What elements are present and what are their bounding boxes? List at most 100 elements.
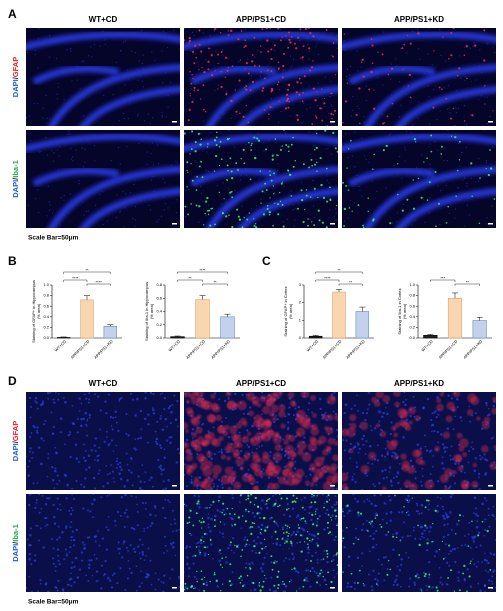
nucleus	[157, 578, 160, 581]
nucleus	[252, 563, 254, 565]
nucleus	[454, 462, 457, 465]
stain-signal	[227, 34, 230, 36]
nucleus	[184, 463, 186, 466]
stain-signal	[310, 494, 314, 496]
nucleus	[467, 68, 469, 70]
nucleus	[46, 497, 48, 500]
nucleus	[383, 579, 386, 582]
stain-signal	[409, 96, 412, 99]
nucleus	[445, 184, 447, 186]
nucleus	[184, 188, 185, 191]
nucleus	[52, 425, 55, 429]
nucleus	[309, 73, 311, 75]
stain-signal	[247, 431, 252, 436]
nucleus	[429, 123, 431, 125]
stain-signal	[249, 89, 252, 92]
nucleus	[248, 406, 252, 409]
nucleus	[396, 531, 399, 534]
nucleus	[386, 567, 389, 570]
nucleus	[55, 452, 58, 455]
nucleus	[475, 526, 479, 529]
nucleus	[368, 500, 371, 502]
nucleus	[88, 466, 91, 469]
nucleus	[382, 84, 384, 86]
nucleus	[84, 450, 87, 452]
nucleus	[273, 153, 275, 156]
stain-signal	[403, 43, 406, 46]
nucleus	[213, 483, 215, 485]
stain-signal	[325, 167, 328, 170]
stain-signal	[290, 195, 293, 197]
stain-signal	[186, 186, 188, 188]
nucleus	[191, 554, 195, 558]
stain-signal	[199, 143, 202, 146]
nucleus	[393, 139, 395, 141]
nucleus	[294, 219, 296, 221]
nucleus	[332, 558, 335, 561]
nucleus	[218, 495, 221, 498]
nucleus	[468, 138, 471, 140]
stain-signal	[209, 507, 211, 509]
nucleus	[475, 79, 477, 81]
nucleus	[332, 554, 335, 557]
stain-signal	[259, 395, 267, 403]
nucleus	[431, 64, 433, 66]
nucleus	[224, 512, 227, 515]
nucleus	[355, 465, 359, 469]
nucleus	[443, 523, 446, 526]
nucleus	[66, 552, 68, 555]
nucleus	[291, 99, 293, 101]
nucleus	[169, 82, 171, 84]
nucleus	[241, 218, 243, 220]
nucleus	[390, 133, 392, 135]
nucleus	[29, 405, 32, 408]
y-axis-label: (% area)	[288, 303, 293, 319]
stain-signal	[297, 524, 300, 526]
nucleus	[150, 583, 153, 586]
nucleus	[31, 40, 33, 42]
nucleus	[475, 546, 478, 549]
stain-signal	[198, 205, 201, 208]
nucleus	[296, 514, 300, 517]
error-bar	[336, 289, 342, 293]
stain-signal	[228, 137, 231, 140]
nucleus	[376, 109, 379, 111]
nucleus	[443, 160, 445, 162]
nucleus	[335, 500, 338, 504]
nucleus	[445, 543, 447, 546]
nucleus	[238, 35, 240, 37]
error-bar	[359, 306, 366, 312]
nucleus	[376, 579, 379, 582]
nucleus	[491, 575, 494, 578]
stain-signal	[216, 131, 218, 133]
nucleus	[106, 220, 108, 222]
stain-signal	[273, 193, 275, 195]
nucleus	[124, 40, 126, 42]
nucleus	[132, 32, 135, 34]
row-label-part: /	[11, 541, 20, 544]
nucleus	[349, 65, 352, 68]
stain-signal	[192, 479, 201, 488]
nucleus	[445, 561, 449, 564]
bar	[195, 299, 210, 339]
nucleus	[409, 459, 413, 463]
stain-signal	[244, 39, 247, 42]
stain-signal	[346, 167, 348, 169]
nucleus	[453, 548, 456, 551]
nucleus	[455, 112, 457, 114]
y-tick-label: 0	[299, 335, 302, 340]
stain-signal	[426, 199, 429, 201]
nucleus	[258, 178, 260, 180]
nucleus	[451, 548, 454, 551]
nucleus	[245, 168, 247, 170]
nucleus	[234, 146, 236, 148]
nucleus	[176, 162, 178, 164]
nucleus	[449, 454, 452, 457]
nucleus	[127, 117, 129, 120]
stain-signal	[206, 196, 209, 200]
nucleus	[92, 516, 94, 519]
nucleus	[216, 485, 219, 488]
nucleus	[262, 468, 265, 471]
nucleus	[90, 449, 93, 452]
stain-signal	[380, 525, 383, 528]
